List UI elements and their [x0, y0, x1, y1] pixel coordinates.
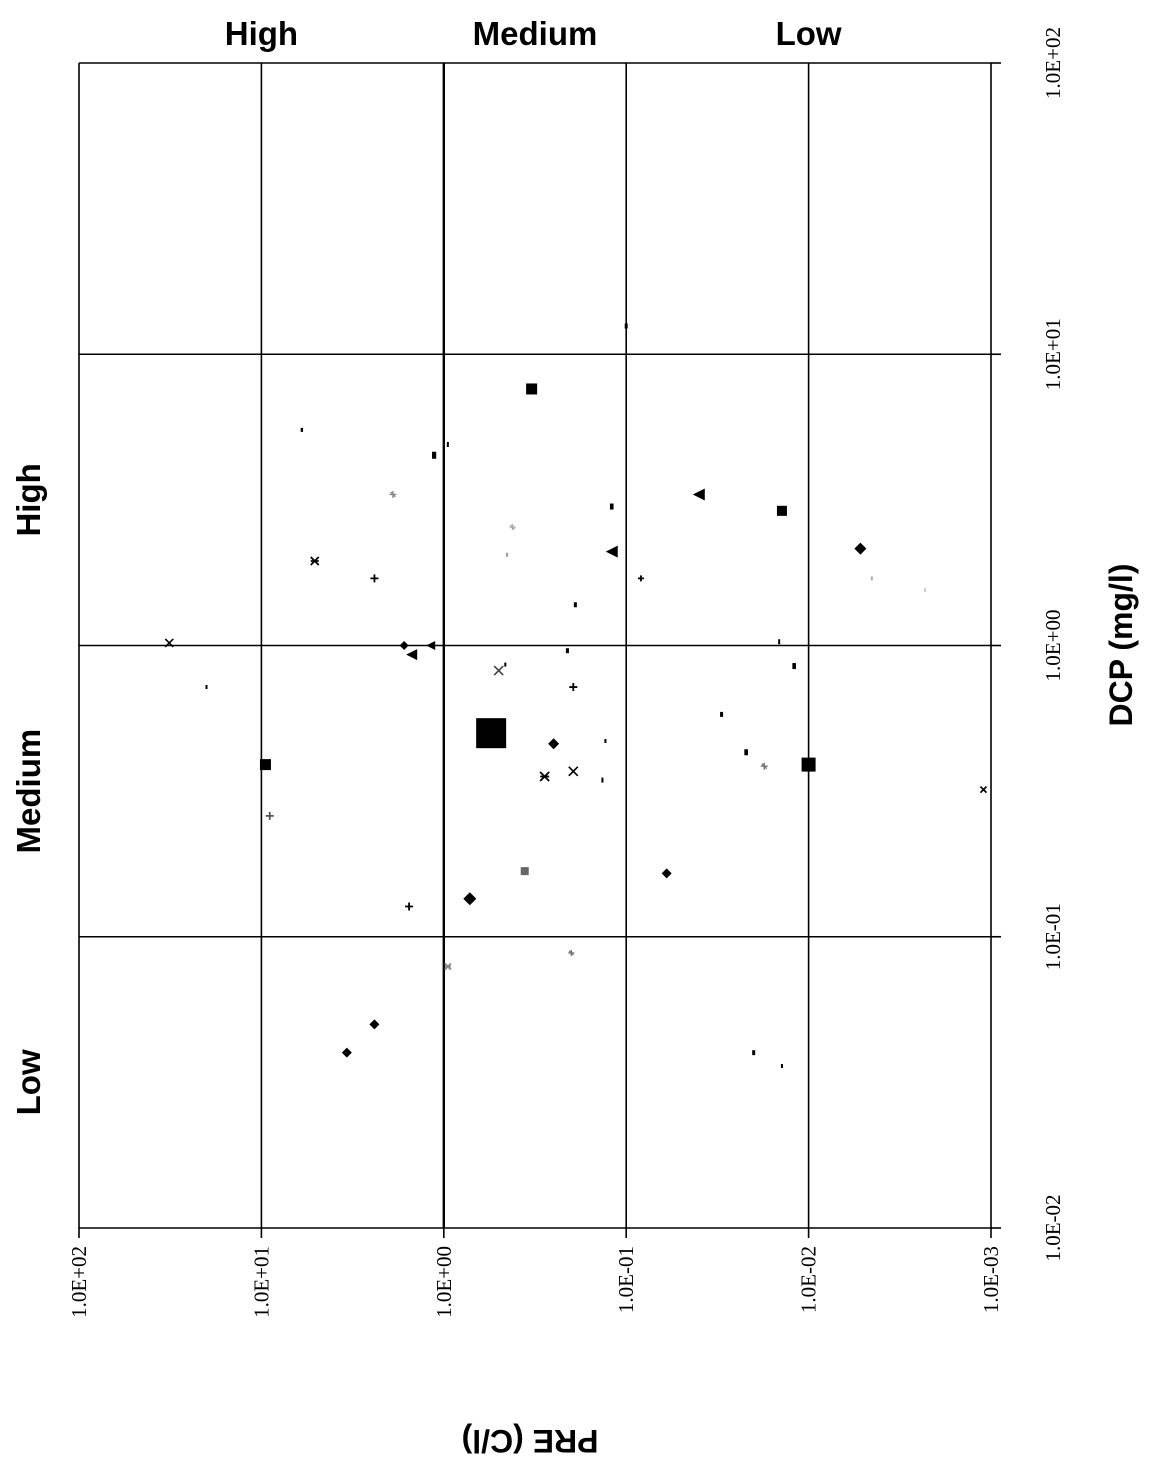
data-point-square	[526, 383, 538, 395]
data-point-plus	[569, 683, 578, 692]
data-point-triangle	[406, 649, 418, 661]
data-point-star	[444, 962, 452, 971]
dcp-zone-label: High	[10, 463, 47, 536]
x-axis-label: PRE (C/l)	[462, 1423, 599, 1457]
data-point-bar	[300, 427, 304, 432]
dcp-tick-label: 1.0E-01	[1041, 903, 1065, 970]
dcp-tick-label: 1.0E+02	[1041, 27, 1065, 99]
data-point-tick	[870, 576, 873, 581]
pre-tick-label: 1.0E+00	[432, 1246, 456, 1318]
data-point-diamond	[399, 641, 409, 650]
chart-grid	[78, 62, 1001, 1238]
data-point-square	[476, 718, 507, 749]
data-point-diamond	[341, 1047, 352, 1058]
data-point-triangle	[605, 545, 618, 558]
data-point-bar	[565, 648, 569, 654]
data-point-bar	[744, 749, 748, 756]
data-point-triangle	[692, 488, 705, 501]
data-point-diamond	[548, 738, 560, 750]
data-point-tick	[205, 685, 208, 690]
data-point-plus	[637, 575, 644, 582]
data-point-square	[776, 505, 787, 516]
pre-zone-label: Medium	[473, 15, 598, 52]
data-point-triangle	[426, 641, 436, 650]
data-point-diamond	[369, 1019, 380, 1030]
pre-tick-label: 1.0E-03	[979, 1246, 1003, 1313]
data-point-square	[801, 757, 816, 772]
data-point-diamond	[463, 892, 477, 906]
data-point-x	[493, 665, 504, 676]
data-points	[164, 323, 988, 1068]
pre-zone-label: Low	[776, 15, 842, 52]
pre-tick-label: 1.0E-02	[797, 1246, 821, 1313]
data-point-plus	[265, 811, 274, 820]
data-point-cross	[389, 490, 397, 498]
data-point-tick	[604, 739, 607, 744]
data-point-plus	[370, 574, 379, 583]
data-point-diamond	[661, 868, 672, 879]
data-point-bar	[752, 1050, 756, 1056]
data-point-star	[310, 556, 320, 566]
dcp-tick-label: 1.0E+00	[1041, 610, 1065, 682]
pre-tick-label: 1.0E-01	[614, 1246, 638, 1313]
pre-tick-label: 1.0E+02	[67, 1246, 91, 1318]
data-point-cross	[568, 949, 575, 956]
data-point-tick	[778, 639, 781, 645]
data-point-x	[979, 786, 988, 794]
data-point-plus	[405, 902, 414, 911]
data-point-bar	[432, 451, 437, 459]
data-point-cross	[760, 762, 768, 770]
data-point-bar	[792, 663, 796, 670]
dcp-zone-label: Low	[10, 1049, 47, 1115]
pre-zone-label: High	[225, 15, 298, 52]
data-point-tick	[446, 441, 449, 447]
axis-labels: PRE (C/l) DCP (mg/l)	[462, 564, 1139, 1457]
data-point-tick	[780, 1063, 783, 1068]
data-point-bar	[609, 503, 614, 510]
zone-labels: High Medium Low Low Medium High	[10, 15, 842, 1115]
data-point-x	[164, 638, 174, 648]
data-point-tick	[504, 662, 507, 667]
data-point-x	[568, 766, 579, 777]
data-point-star	[539, 771, 550, 782]
dcp-zone-label: Medium	[10, 729, 47, 854]
data-point-bar	[573, 602, 577, 608]
data-point-tick	[601, 777, 604, 783]
data-point-diamond	[854, 542, 867, 555]
data-point-tick	[506, 552, 509, 557]
dcp-tick-label: 1.0E-02	[1041, 1194, 1065, 1261]
data-point-bar	[624, 323, 628, 329]
pre-tick-label: 1.0E+01	[249, 1246, 273, 1318]
data-point-square	[259, 759, 271, 771]
dcp-tick-label: 1.0E+01	[1041, 318, 1065, 390]
y-axis-label: DCP (mg/l)	[1103, 564, 1139, 727]
data-point-cross	[509, 524, 516, 531]
data-point-tick	[924, 588, 927, 593]
data-point-bar	[720, 711, 724, 717]
axis-ticks: 1.0E+02 1.0E+01 1.0E+00 1.0E-01 1.0E-02 1.0E-…	[67, 27, 1065, 1318]
data-point-square	[520, 867, 529, 876]
